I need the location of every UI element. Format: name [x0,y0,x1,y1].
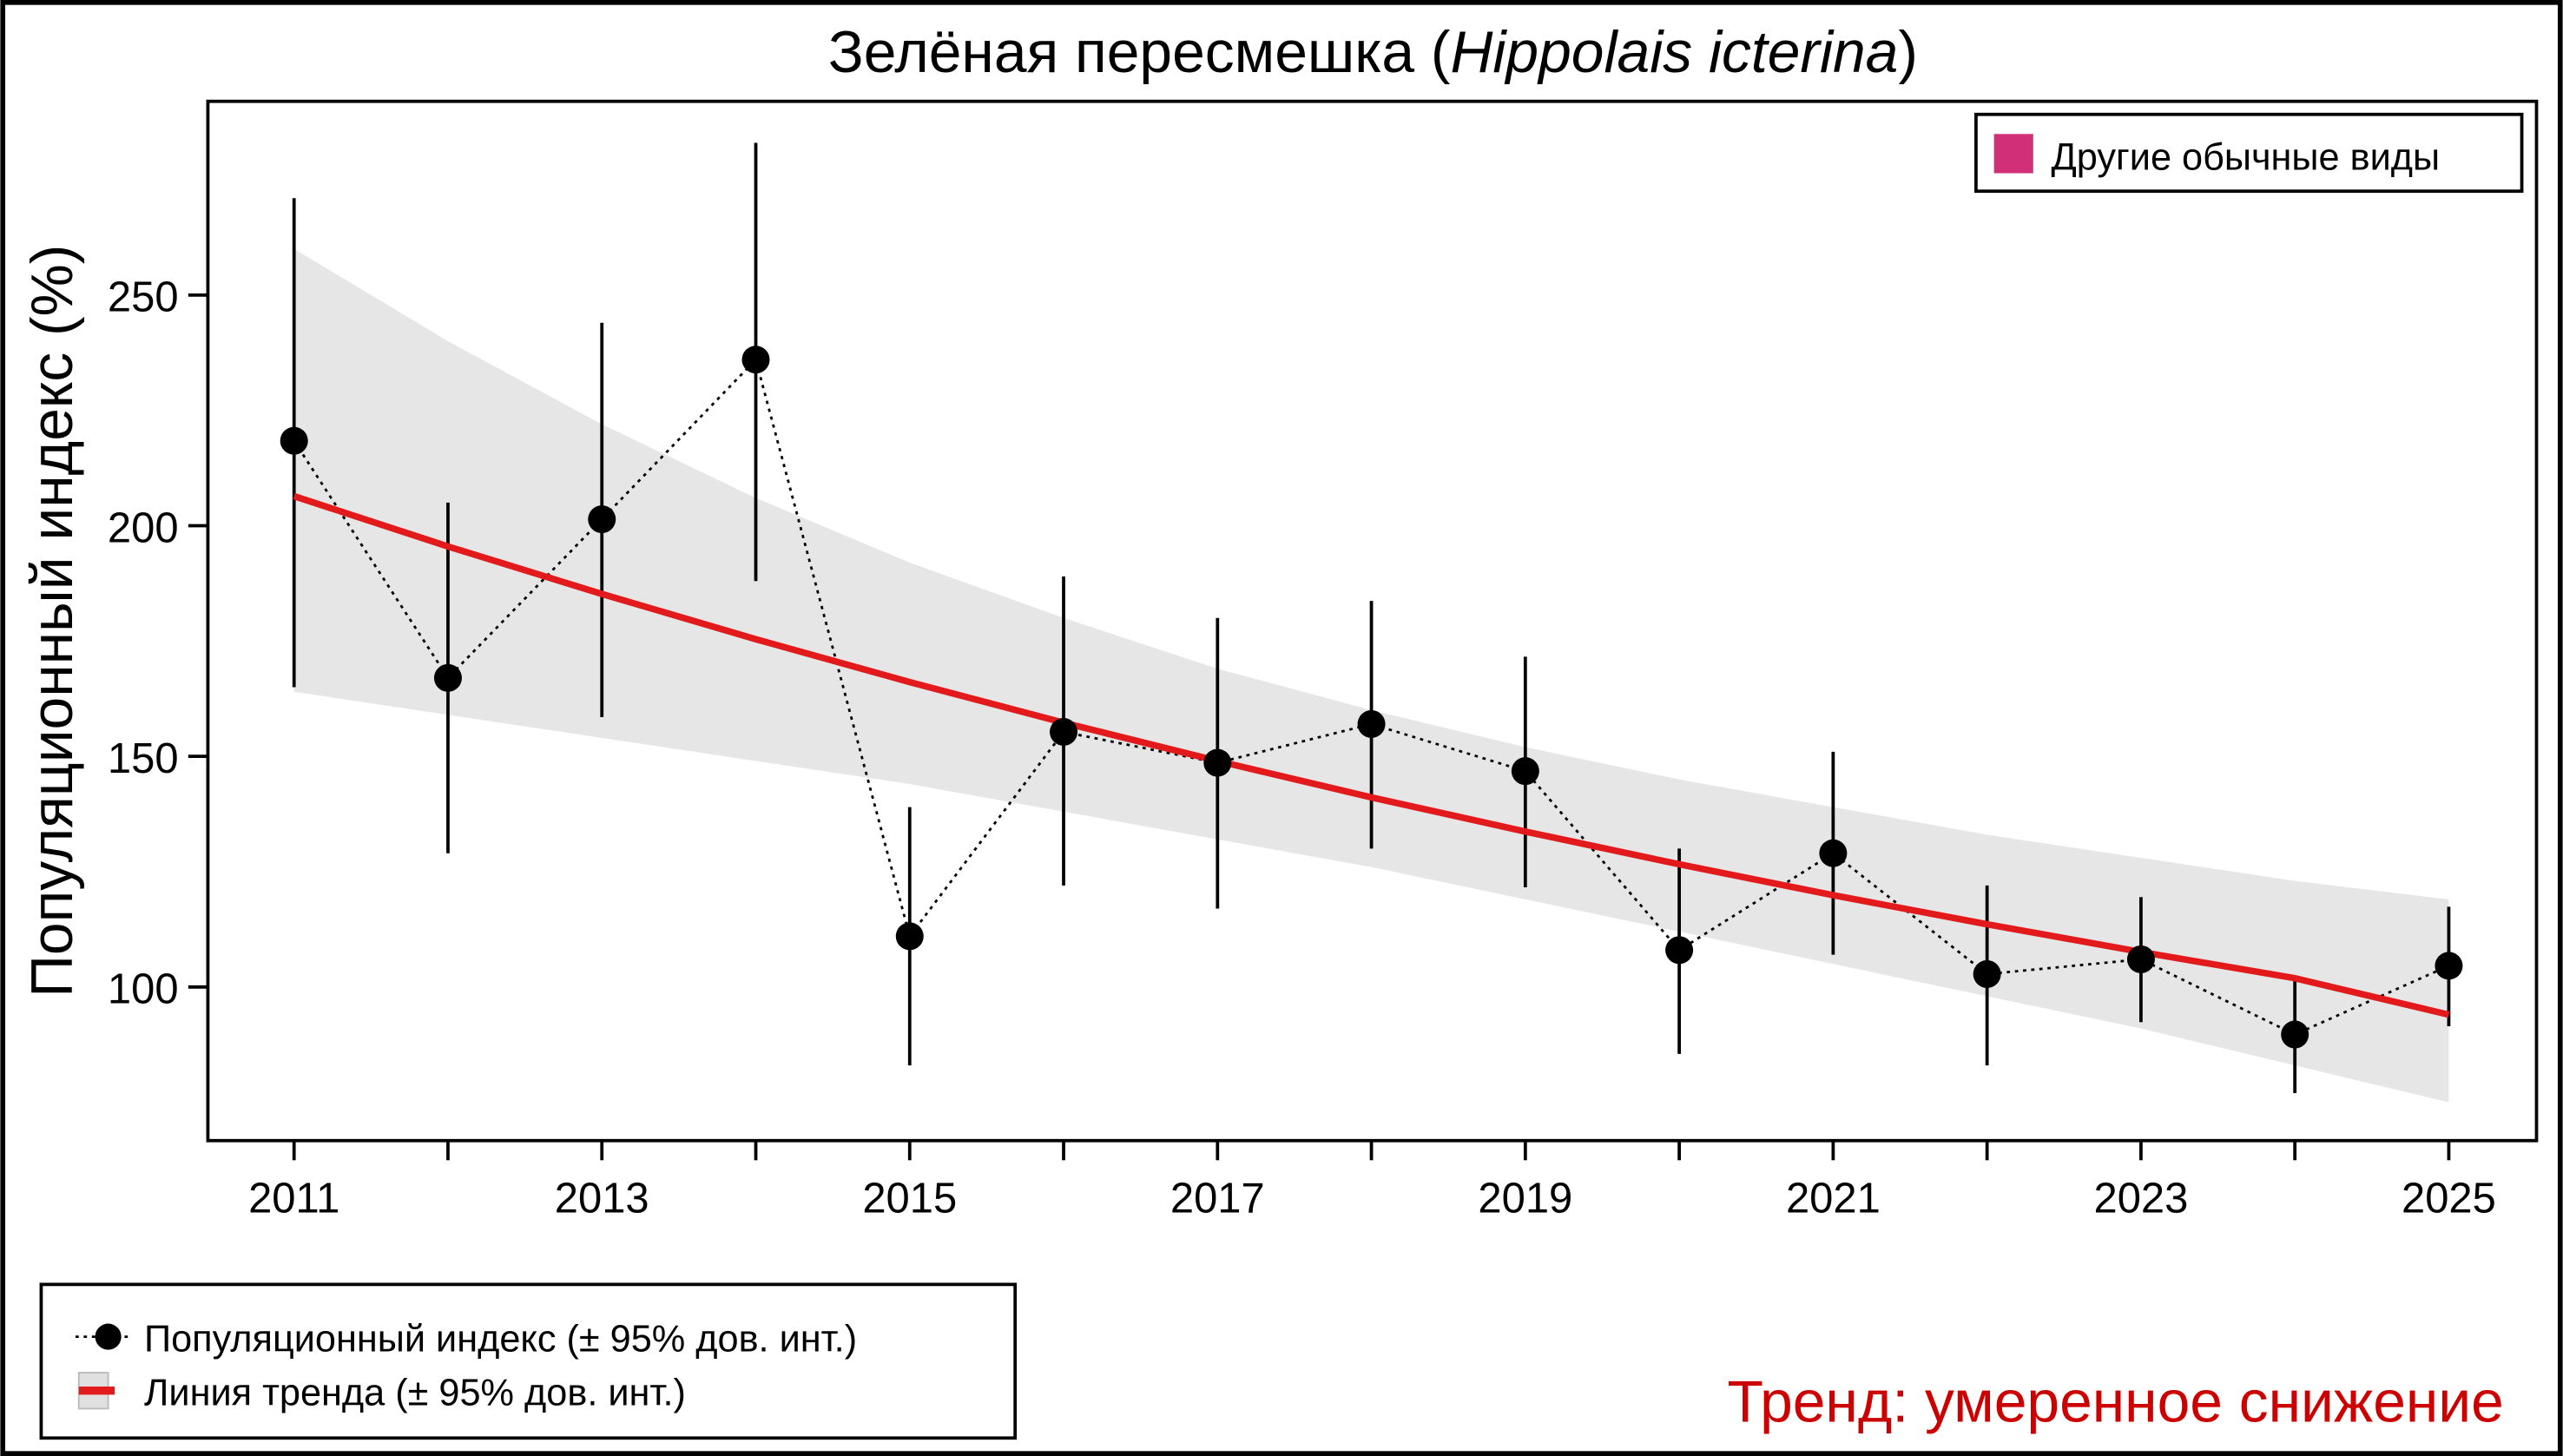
x-tick-label: 2021 [1786,1176,1881,1222]
y-tick-label: 200 [108,504,179,551]
index-point [2435,952,2463,980]
y-axis-label: Популяционный индекс (%) [20,245,85,998]
index-point [741,346,770,374]
index-point [1203,748,1232,777]
other-species-swatch [1993,134,2033,174]
legend-trend-label: Линия тренда (± 95% дов. инт.) [144,1373,686,1414]
x-tick-label: 2013 [555,1176,649,1222]
index-point [1050,718,1078,746]
trend-ci-band [293,248,2449,1103]
index-point [280,426,308,455]
x-tick-label: 2017 [1170,1176,1265,1222]
trend-line [293,492,2450,1018]
x-tick-label: 2023 [2093,1176,2188,1222]
index-point [1665,936,1694,965]
index-point [2126,945,2155,973]
y-tick-label: 250 [108,274,179,321]
index-line [293,357,2450,1037]
index-point [1511,757,1539,786]
x-tick-label: 2019 [1478,1176,1572,1222]
title-end: ) [1898,20,1918,85]
title-main: Зелёная пересмешка ( [828,20,1451,85]
index-point [1973,959,2001,988]
chart-title: Зелёная пересмешка (Hippolais icterina) [828,20,1918,85]
other-species-label: Другие обычные виды [2051,137,2440,179]
index-point [895,922,924,951]
index-point [433,663,462,692]
plot-area [280,142,2463,1103]
index-point [1819,839,1848,867]
x-tick-label: 2015 [862,1176,957,1222]
title-species-latin: Hippolais icterina [1450,20,1898,85]
trend-annotation: Тренд: умеренное снижение [1727,1369,2503,1434]
index-point [588,505,616,534]
legend-index-marker [95,1323,122,1350]
y-tick-label: 100 [108,966,179,1013]
legend-bottom: Популяционный индекс (± 95% дов. инт.) Л… [39,1282,1018,1440]
x-tick-label: 2025 [2402,1176,2496,1222]
y-tick-label: 150 [108,735,179,782]
x-tick-label: 2011 [248,1176,339,1222]
x-axis: 2011 2013 2015 2017 2019 2021 2023 2025 [248,1140,2496,1222]
index-point [1357,709,1386,738]
y-axis: 100 150 200 250 [108,274,208,1013]
legend-index-label: Популяционный индекс (± 95% дов. инт.) [144,1319,857,1360]
index-point [2281,1020,2309,1049]
legend-other-species: Другие обычные виды [1974,112,2524,194]
